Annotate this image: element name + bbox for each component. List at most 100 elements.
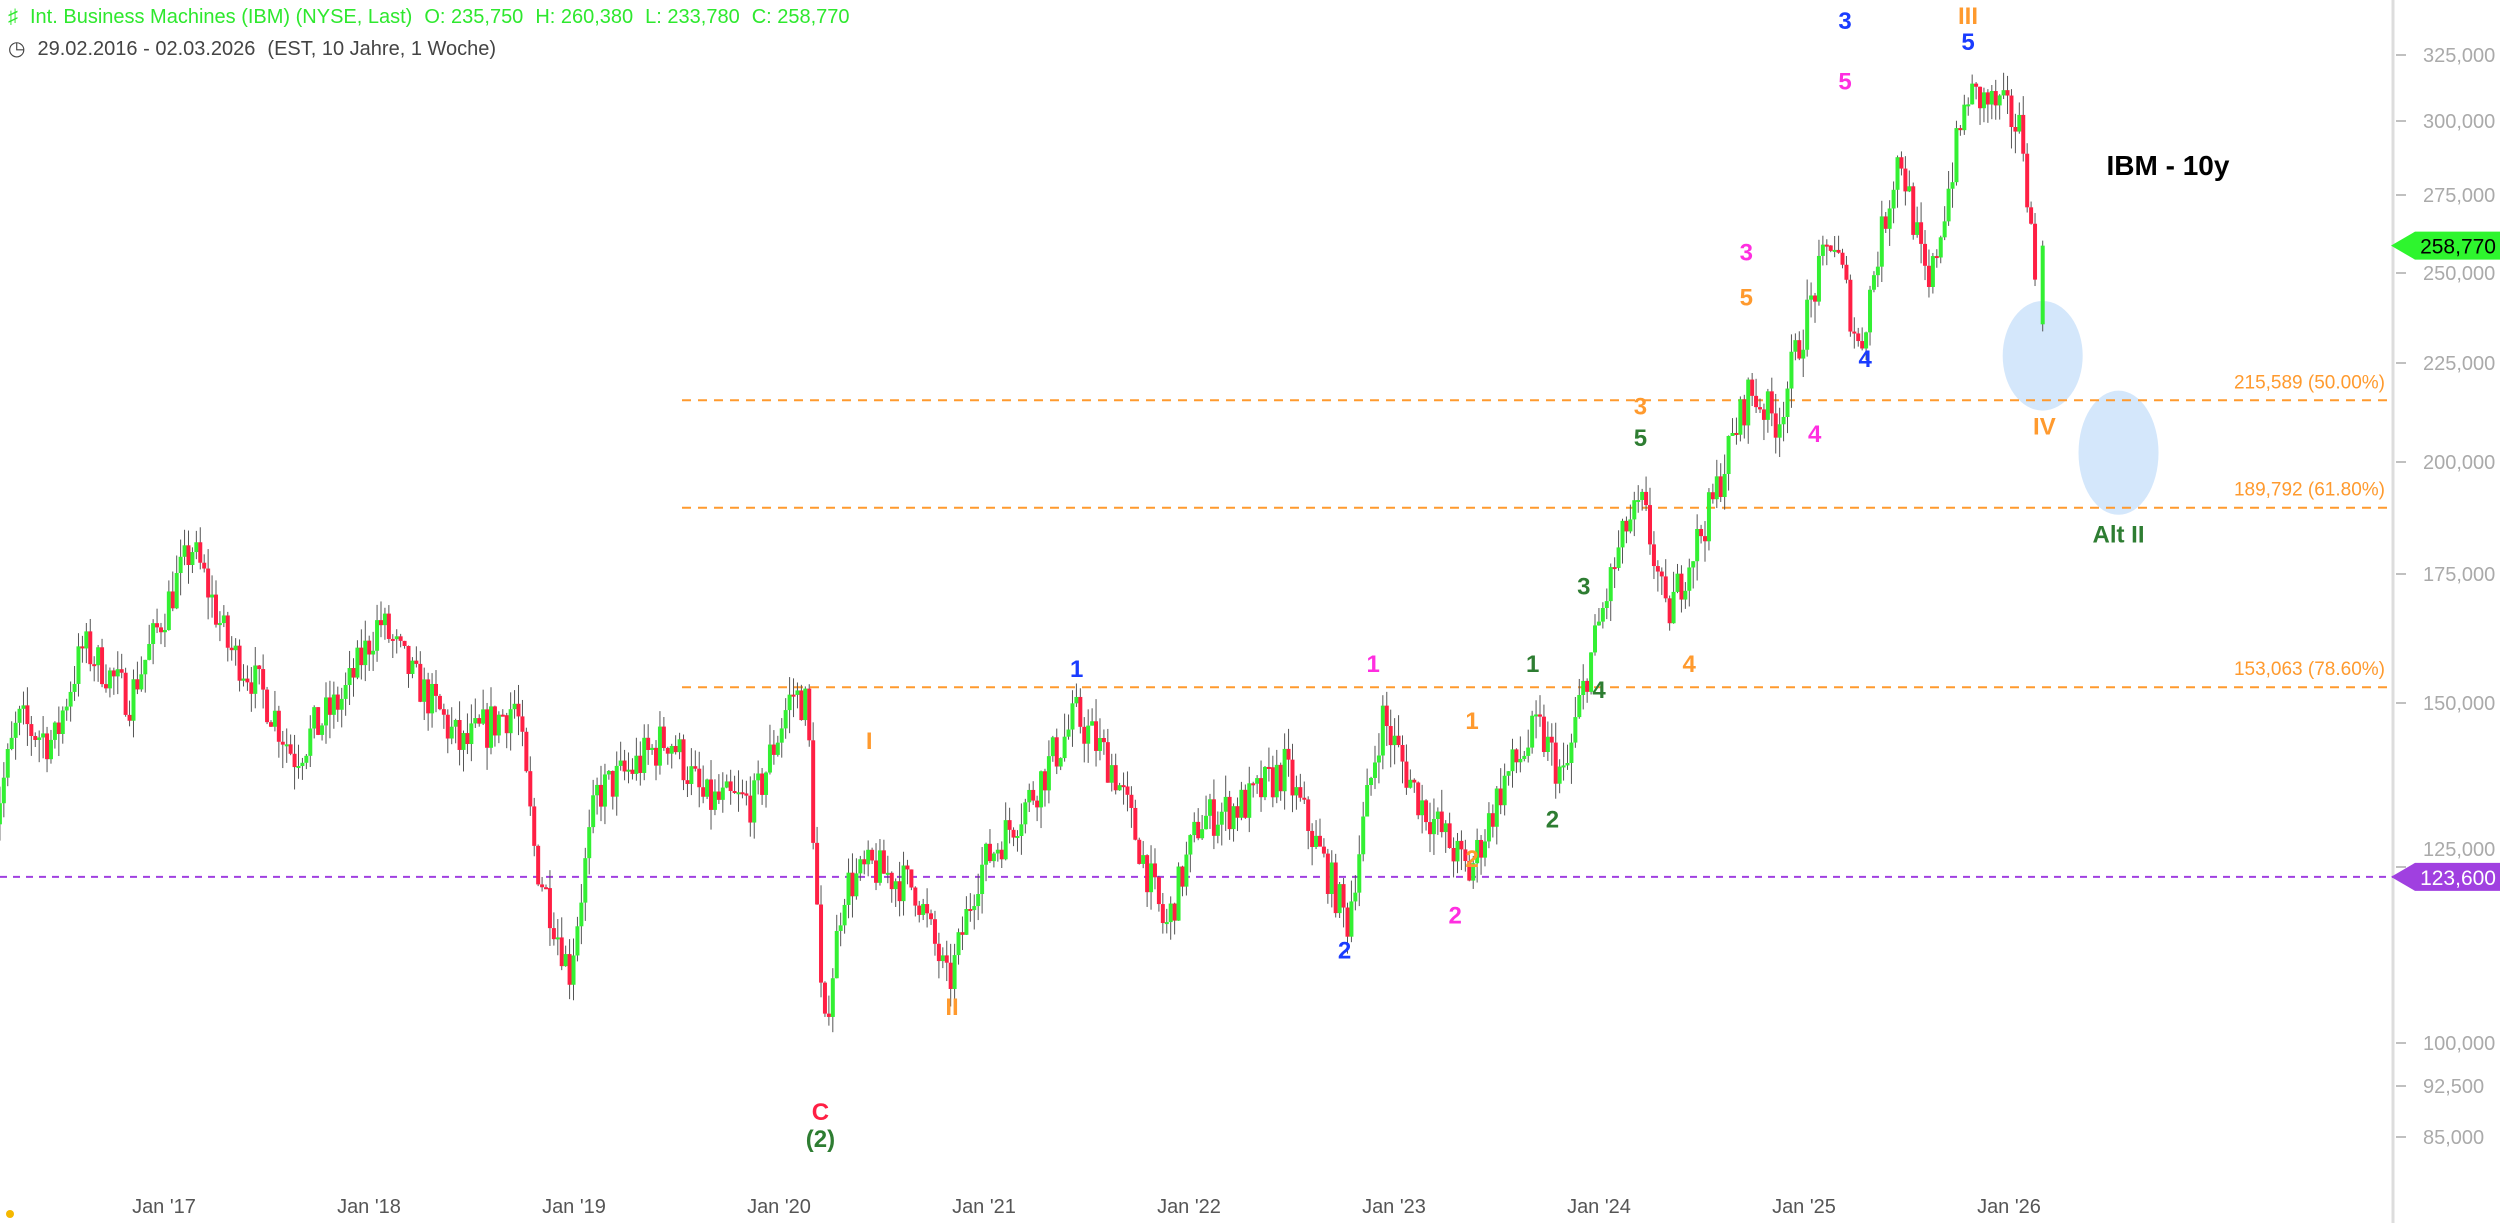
y-tick-label: 175,000 [2423,564,2495,586]
candle-down [1828,245,1833,251]
candle-down [540,884,545,888]
candle-down [225,615,230,648]
y-tick-label: 150,000 [2423,693,2495,715]
candle-down [1306,799,1311,831]
candle-up [626,769,631,772]
candle-up [1074,696,1079,704]
candle-down [709,779,714,810]
candle-up [1329,862,1334,894]
candle-down [532,806,537,846]
candle-up [1369,777,1374,786]
candle-down [516,703,521,717]
candle-up [1879,216,1884,267]
candle-up [595,784,600,796]
candle-down [80,646,85,649]
candle-down [56,722,61,735]
candle-down [1125,786,1130,795]
candle-down [1813,295,1818,302]
candle-up [1915,222,1920,235]
candle-down [850,872,855,897]
candle-down [697,768,702,788]
candle-up [1349,901,1354,937]
candle-up [1746,379,1751,426]
candle-up [1593,625,1598,653]
candle-down [25,705,30,725]
candle-down [123,672,128,715]
candle-up [575,926,580,956]
candle-up [1997,95,2002,106]
candle-up [1097,738,1102,751]
candle-up [1871,275,1876,290]
y-tick-label: 300,000 [2423,111,2495,133]
status-dot [6,1210,14,1218]
candle-up [1337,884,1342,914]
candle-up [1502,775,1507,806]
candle-up [1200,829,1205,839]
wave-label: C [812,1099,829,1126]
candle-up [1962,104,1967,131]
candle-up [1019,824,1024,836]
candle-down [1978,86,1983,109]
candle-up [1930,256,1935,287]
candle-up [1003,820,1008,860]
candle-up [312,707,317,729]
candle-down [1463,849,1468,861]
candle-down [740,792,745,795]
candle-down [1427,822,1432,835]
candle-up [131,679,136,721]
candle-down [2025,153,2030,208]
candle-up [5,748,10,778]
candle-up [1946,188,1951,222]
wave-label: 2 [1465,846,1478,873]
y-tick-label: 125,000 [2423,839,2495,861]
candle-down [155,623,160,628]
candle-down [1416,782,1421,816]
x-tick-label: Jan '25 [1772,1196,1836,1218]
candle-down [1773,413,1778,438]
candle-down [100,647,105,685]
candle-up [634,755,639,774]
y-tick-label: 100,000 [2423,1033,2495,1055]
wave-label: 1 [1070,656,1083,683]
candles-icon: ♯ [8,6,18,28]
candle-up [838,925,843,931]
candle-up [964,909,969,935]
candle-down [1325,853,1330,894]
x-tick-label: Jan '26 [1977,1196,2041,1218]
wave-label: 4 [1592,677,1606,704]
candle-down [504,715,509,734]
candle-up [1530,715,1535,748]
candle-up [308,728,313,756]
candle-up [1726,435,1731,475]
candle-down [1761,409,1766,420]
candle-up [689,766,694,784]
candle-up [1577,695,1582,718]
candle-down [799,690,804,721]
candle-up [1314,835,1319,847]
wave-label: 2 [1546,807,1559,834]
candle-down [1105,742,1110,783]
candle-up [1604,601,1609,608]
fib-label: 153,063 (78.60%) [2234,659,2385,680]
candle-down [1121,785,1126,788]
candle-down [905,865,910,870]
candle-down [1549,736,1554,743]
candle-down [909,869,914,888]
candle-up [1832,249,1837,252]
candle-up [21,705,26,709]
candle-down [492,706,497,736]
candle-up [720,787,725,800]
candle-up [1730,432,1735,436]
candle-down [1479,839,1484,858]
wave-label: 3 [1634,393,1647,420]
candle-up [253,665,258,694]
candle-up [489,706,494,748]
candle-down [2029,207,2034,224]
candle-up [571,955,576,985]
candle-up [1887,208,1892,229]
close-value: C: 258,770 [751,6,850,28]
candle-up [48,739,53,760]
candle-down [186,545,191,565]
candle-down [744,793,749,796]
